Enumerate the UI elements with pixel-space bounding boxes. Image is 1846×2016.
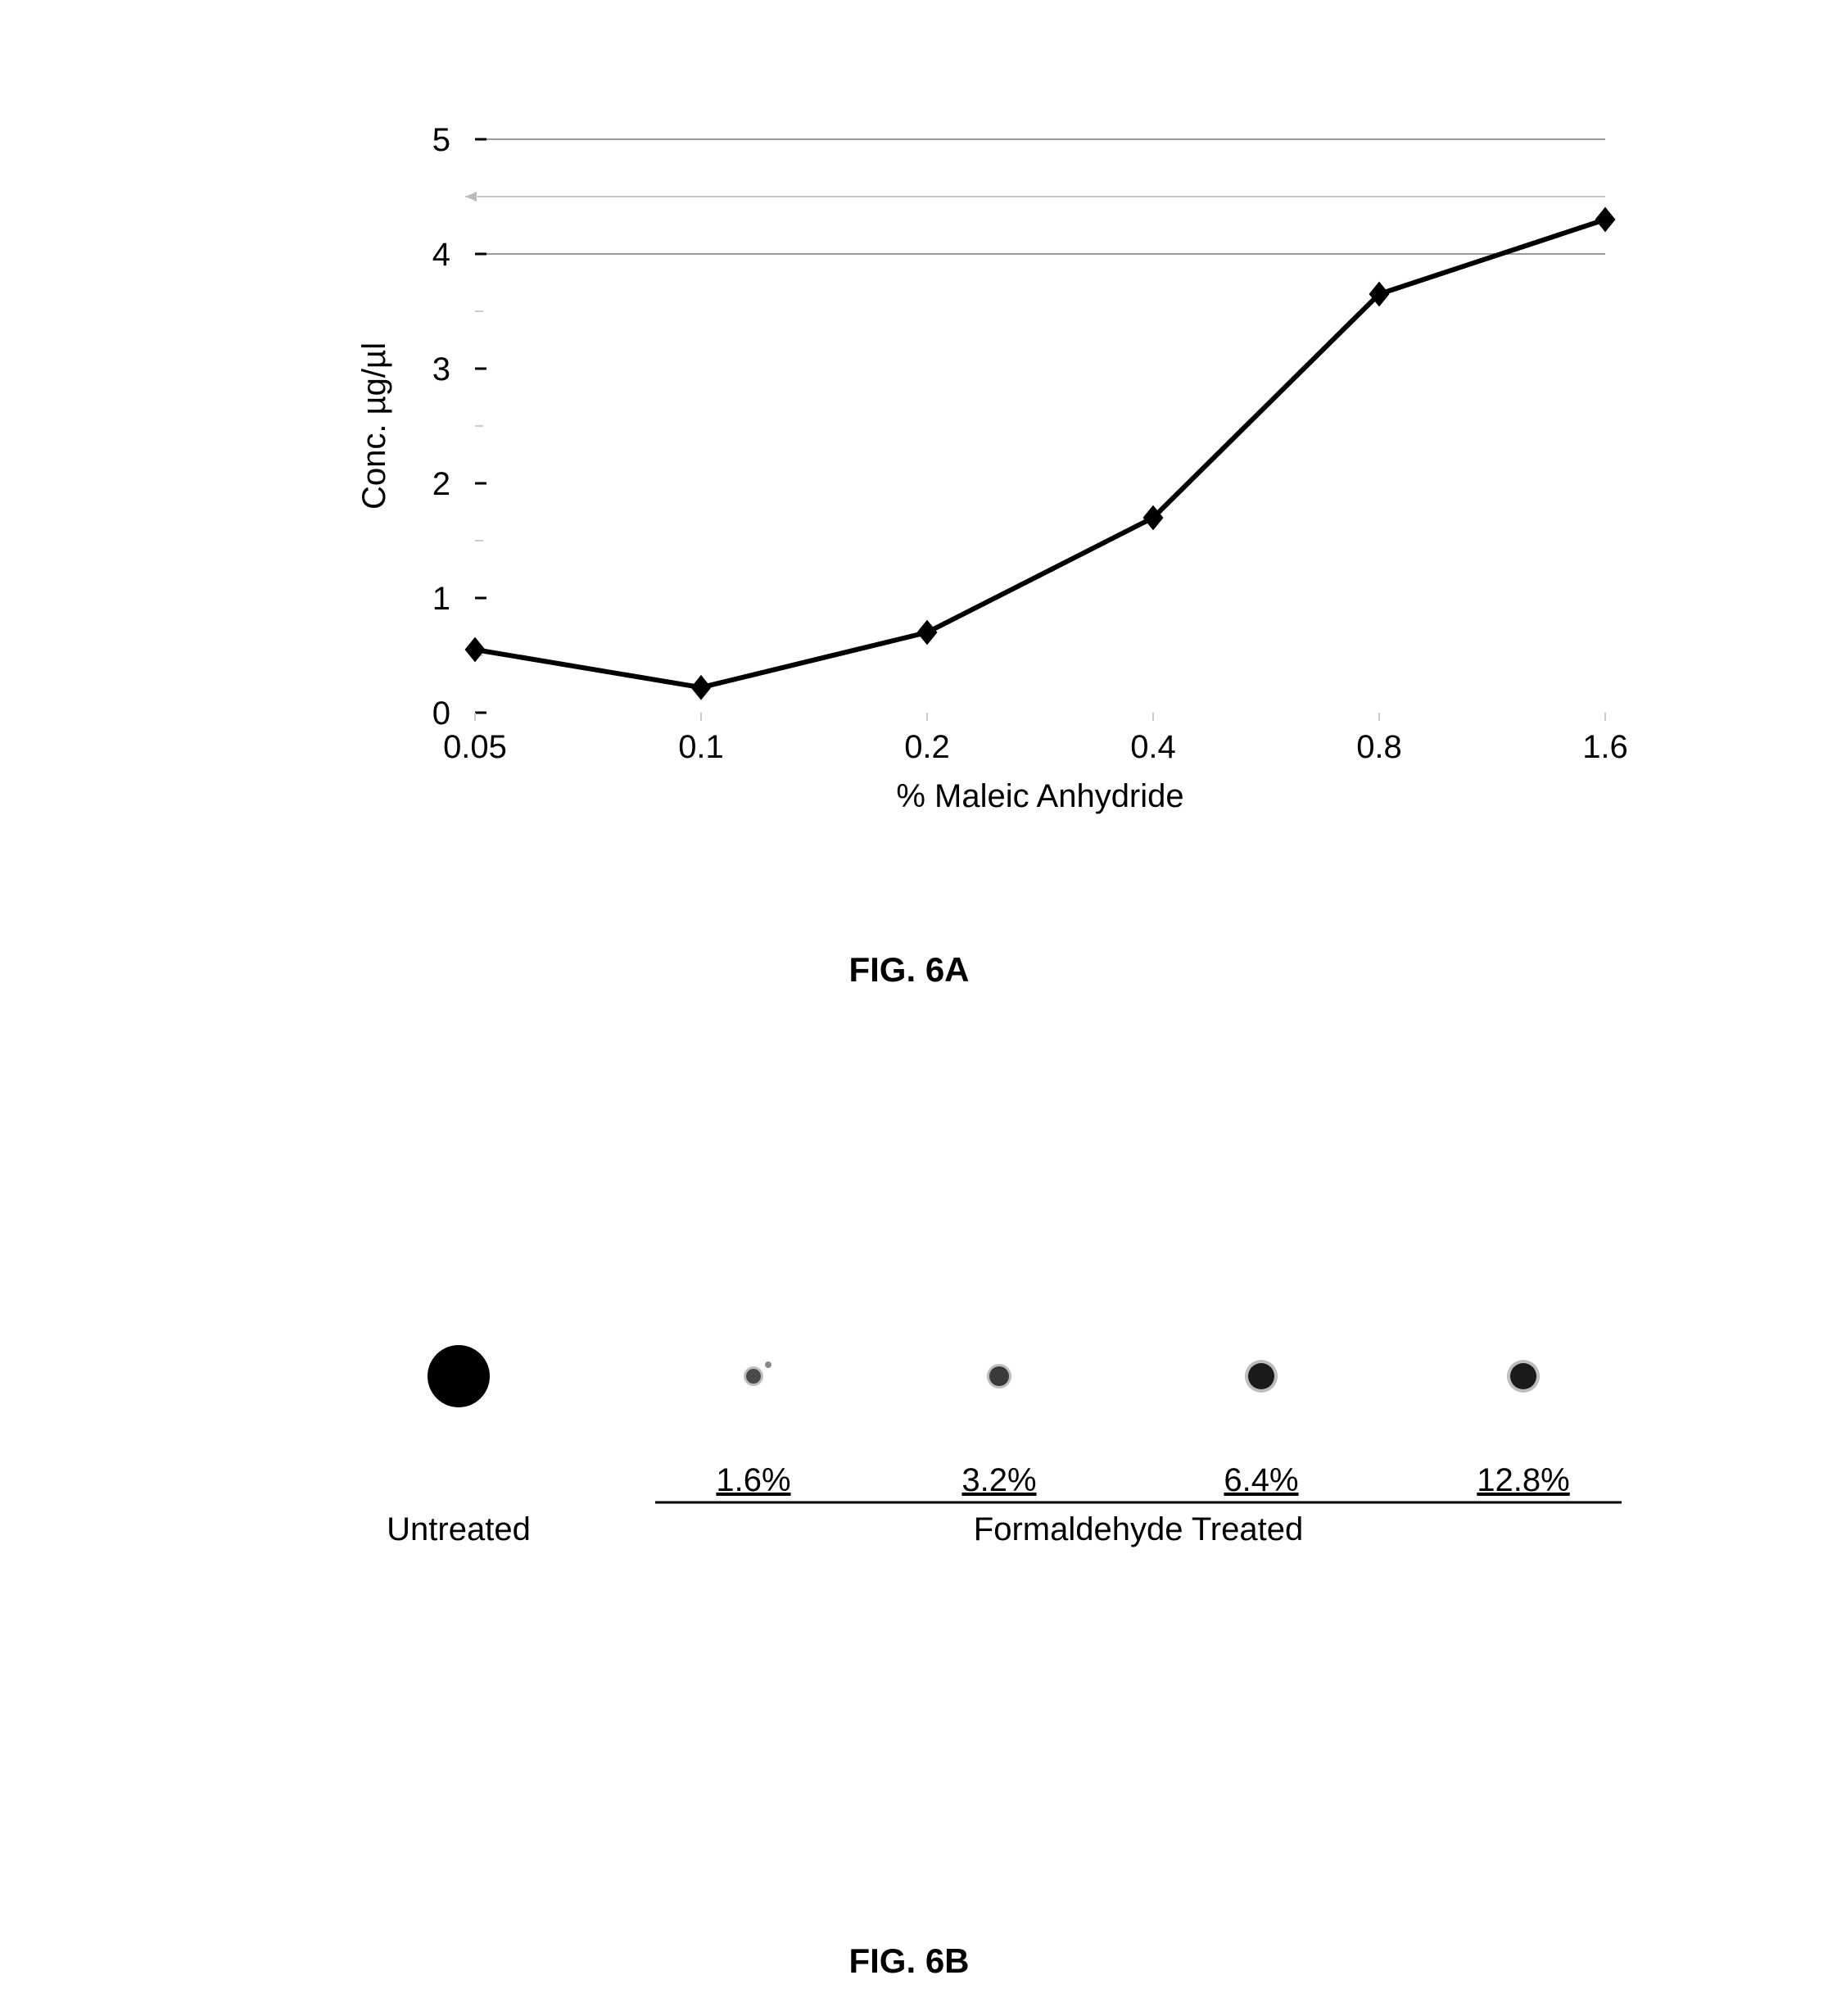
percent-label: 12.8% <box>1477 1462 1569 1498</box>
blot-dot <box>746 1369 761 1384</box>
series-line <box>475 220 1605 687</box>
percent-label: 3.2% <box>961 1462 1036 1498</box>
percent-label: 6.4% <box>1224 1462 1298 1498</box>
y-tick-label: 4 <box>432 237 450 273</box>
y-axis-label: Conc. µg/µl <box>356 342 392 510</box>
figure-6a: 0 1 2 3 4 5 0.05 0.1 0.2 0.4 0.8 1.6 % Maleic Anhydr… <box>131 33 1687 990</box>
figure-6b-caption: FIG. 6B <box>131 1941 1687 1981</box>
figure-6a-chart: 0 1 2 3 4 5 0.05 0.1 0.2 0.4 0.8 1.6 % Maleic Anhydr… <box>131 33 1687 893</box>
data-marker <box>691 675 712 700</box>
data-marker <box>917 620 938 646</box>
data-marker <box>1595 207 1616 233</box>
y-tick-label: 3 <box>432 351 450 387</box>
treated-label: Formaldehyde Treated <box>974 1511 1303 1547</box>
blot-dot <box>1510 1363 1536 1389</box>
x-axis-label: % Maleic Anhydride <box>896 778 1183 814</box>
y-tick-label: 5 <box>432 122 450 158</box>
x-tick-label: 0.2 <box>904 729 950 765</box>
blot-dot <box>1248 1363 1274 1389</box>
untreated-label: Untreated <box>387 1511 531 1547</box>
percent-label: 1.6% <box>716 1462 790 1498</box>
figure-6b: 1.6% 3.2% 6.4% 12.8% Untreated Formaldehyde T… <box>131 1229 1687 1981</box>
blot-dot <box>989 1366 1009 1386</box>
y-tick-label: 2 <box>432 466 450 502</box>
y-tick-label: 1 <box>432 581 450 617</box>
x-tick-label: 0.4 <box>1130 729 1176 765</box>
x-tick-label: 0.8 <box>1356 729 1402 765</box>
y-tick-label: 0 <box>432 695 450 732</box>
figure-6b-blot: 1.6% 3.2% 6.4% 12.8% Untreated Formaldehyde T… <box>131 1229 1687 1802</box>
x-tick-label: 1.6 <box>1582 729 1628 765</box>
data-marker <box>465 637 486 663</box>
x-tick-label: 0.1 <box>678 729 724 765</box>
blot-dot <box>428 1345 490 1407</box>
figure-6a-caption: FIG. 6A <box>131 950 1687 990</box>
x-tick-label: 0.05 <box>443 729 507 765</box>
